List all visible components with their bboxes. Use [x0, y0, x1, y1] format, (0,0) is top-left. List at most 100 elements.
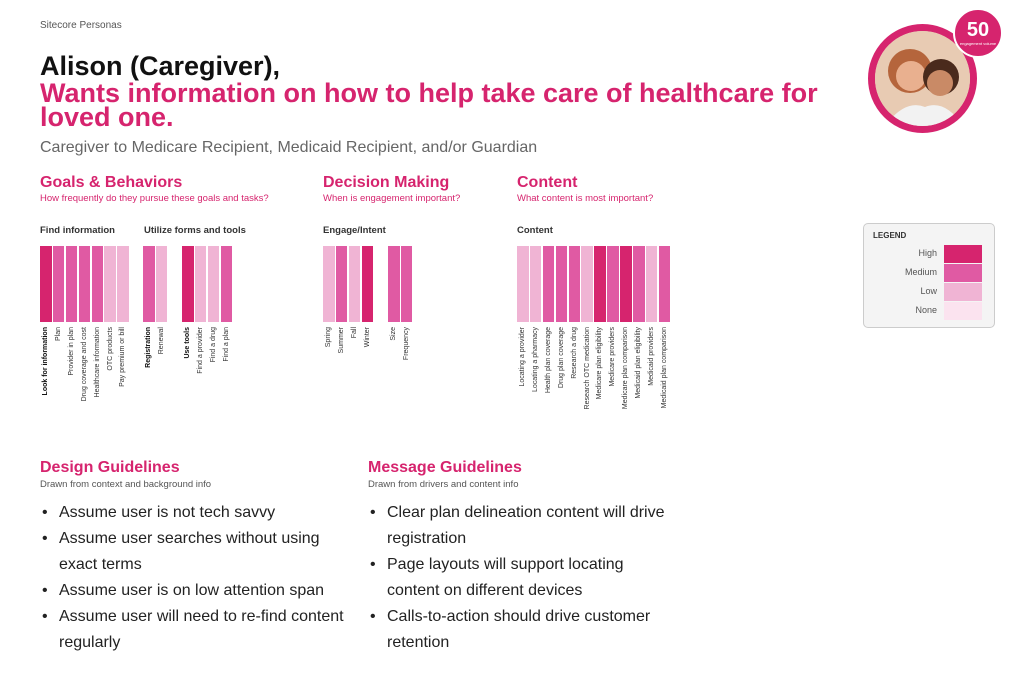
design-guideline-item: Assume user is on low attention span — [40, 578, 350, 604]
heat-cell-renewal — [155, 246, 168, 322]
message-guidelines-list: Clear plan delineation content will driv… — [368, 500, 668, 656]
message-guideline-item: Page layouts will support locating conte… — [368, 552, 668, 604]
axis-label-summer: Summer — [337, 327, 345, 354]
legend-row-high: High — [864, 245, 994, 263]
decision-section: Decision Making When is engagement impor… — [323, 174, 460, 204]
design-guideline-item: Assume user is not tech savvy — [40, 500, 350, 526]
heat-cell-medicaid-plan-eligibility — [633, 246, 645, 322]
group-label-content: Content — [517, 225, 553, 236]
legend-label-medium: Medium — [904, 267, 937, 277]
legend-label-low: Low — [920, 286, 937, 296]
axis-label-renewal: Renewal — [157, 327, 165, 355]
heat-cell-research-a-drug — [568, 246, 581, 322]
heat-cell-summer — [335, 246, 348, 322]
heat-cell-otc-products — [104, 246, 116, 322]
heat-cell-find-a-plan — [220, 246, 233, 322]
heat-cell-research-otc-medication — [581, 246, 593, 322]
heat-cell-use-tools — [182, 246, 194, 322]
heat-cell-size — [388, 246, 400, 322]
axis-label-medicare-plan-comparison: Medicare plan comparison — [622, 327, 630, 410]
heat-cell-pay-premium-or-bill — [117, 246, 129, 322]
axis-label-research-otc-medication: Research OTC medication — [583, 327, 591, 410]
content-question: What content is most important? — [517, 193, 654, 204]
content-section: Content What content is most important? — [517, 174, 653, 204]
engagement-badge: 50 engagement volume — [953, 8, 1003, 58]
design-guidelines: Design Guidelines Drawn from context and… — [40, 459, 350, 656]
heatmap-find-information — [40, 246, 130, 322]
axis-label-medicare-providers: Medicare providers — [609, 327, 617, 387]
design-guidelines-subtitle: Drawn from context and background info — [40, 479, 212, 490]
axis-label-pay-premium-or-bill: Pay premium or bill — [119, 327, 127, 387]
heatmap-seasons — [323, 246, 375, 322]
legend-row-low: Low — [864, 283, 994, 301]
design-guideline-item: Assume user will need to re-find content… — [40, 604, 350, 656]
heatmap-registration — [143, 246, 169, 322]
heat-cell-medicare-plan-eligibility — [594, 246, 606, 322]
axis-label-find-a-provider: Find a provider — [196, 327, 204, 374]
group-label-find-information: Find information — [40, 225, 115, 236]
message-guideline-item: Clear plan delineation content will driv… — [368, 500, 668, 552]
group-label-engage-intent: Engage/Intent — [323, 225, 386, 236]
legend-swatch-high — [944, 245, 982, 263]
legend: LEGEND High Medium Low None — [863, 223, 995, 328]
heat-cell-healthcare-information — [91, 246, 104, 322]
heat-cell-medicaid-providers — [645, 246, 658, 322]
legend-title: LEGEND — [873, 231, 907, 240]
heatmap-content — [517, 246, 672, 322]
design-guidelines-title: Design Guidelines — [40, 459, 180, 476]
content-title: Content — [517, 174, 578, 191]
legend-swatch-medium — [944, 264, 982, 282]
engagement-value: 50 — [966, 19, 990, 41]
message-guidelines-title: Message Guidelines — [368, 459, 522, 476]
axis-label-find-a-drug: Find a drug — [209, 327, 217, 363]
axis-label-healthcare-information: Healthcare information — [93, 327, 101, 398]
heat-cell-locating-a-pharmacy — [529, 246, 542, 322]
axis-label-winter: Winter — [363, 327, 371, 348]
goals-section: Goals & Behaviors How frequently do they… — [40, 174, 269, 204]
axis-label-registration: Registration — [145, 327, 152, 368]
persona-goal: Wants information on how to help take ca… — [40, 78, 818, 132]
heat-cell-locating-a-provider — [517, 246, 529, 322]
message-guideline-item: Calls-to-action should drive customer re… — [368, 604, 668, 656]
legend-label-high: High — [918, 248, 937, 258]
heatmap-tools — [182, 246, 234, 322]
heat-cell-frequency — [400, 246, 413, 322]
heat-cell-fall — [348, 246, 361, 322]
heat-cell-look-for-information — [40, 246, 52, 322]
brand-label: Sitecore Personas — [40, 20, 122, 31]
goals-question: How frequently do they pursue these goal… — [40, 193, 269, 204]
heat-cell-medicaid-plan-comparison — [658, 246, 671, 322]
persona-subtitle: Caregiver to Medicare Recipient, Medicai… — [40, 139, 538, 156]
axis-label-medicaid-plan-eligibility: Medicaid plan eligibility — [635, 327, 643, 399]
axis-label-locating-a-provider: Locating a provider — [519, 327, 526, 387]
axis-label-look-for-information: Look for information — [42, 327, 49, 396]
heat-cell-registration — [143, 246, 155, 322]
heat-cell-plan — [52, 246, 65, 322]
persona-name: Alison (Caregiver), — [40, 51, 281, 81]
message-guidelines: Message Guidelines Drawn from drivers an… — [368, 459, 668, 656]
group-label-forms-tools: Utilize forms and tools — [144, 225, 246, 236]
heat-cell-medicare-plan-comparison — [620, 246, 632, 322]
axis-label-spring: Spring — [325, 327, 332, 348]
legend-swatch-low — [944, 283, 982, 301]
heatmap-size-frequency — [388, 246, 414, 322]
axis-label-use-tools: Use tools — [184, 327, 191, 359]
axis-label-frequency: Frequency — [402, 327, 410, 361]
engagement-caption: engagement volume — [959, 41, 997, 46]
axis-label-fall: Fall — [350, 327, 358, 339]
axis-label-medicaid-providers: Medicaid providers — [648, 327, 655, 386]
decision-title: Decision Making — [323, 174, 450, 191]
heat-cell-spring — [323, 246, 335, 322]
axis-label-provider-in-plan: Provider in plan — [67, 327, 75, 376]
axis-label-drug-plan-coverage: Drug plan coverage — [557, 327, 565, 389]
legend-label-none: None — [915, 305, 937, 315]
axis-label-drug-coverage-and-cost: Drug coverage and cost — [80, 327, 88, 402]
legend-swatch-none — [944, 302, 982, 320]
heat-cell-drug-plan-coverage — [555, 246, 568, 322]
axis-label-size: Size — [390, 327, 397, 341]
decision-question: When is engagement important? — [323, 193, 461, 204]
axis-label-health-plan-coverage: Health plan coverage — [544, 327, 552, 394]
axis-label-medicare-plan-eligibility: Medicare plan eligibility — [596, 327, 604, 400]
axis-label-otc-products: OTC products — [106, 327, 114, 371]
axis-label-locating-a-pharmacy: Locating a pharmacy — [531, 327, 539, 392]
